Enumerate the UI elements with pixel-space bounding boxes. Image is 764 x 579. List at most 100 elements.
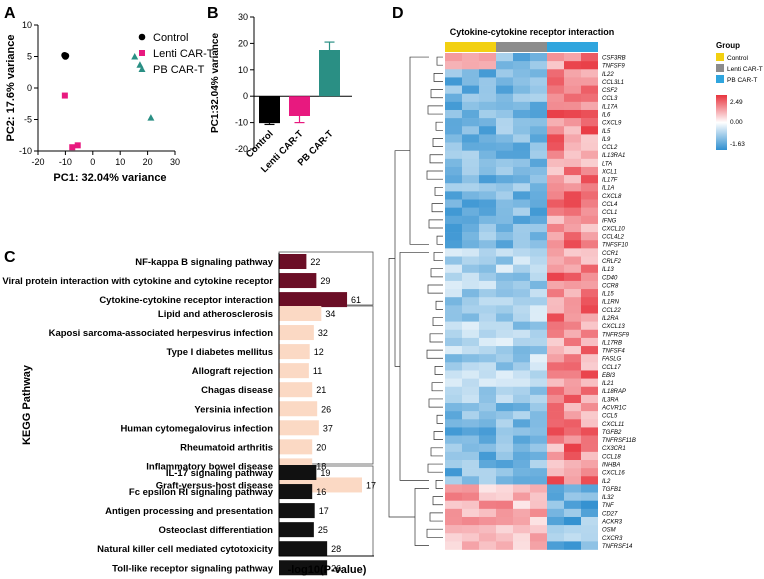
heatmap-cell	[479, 370, 496, 379]
heatmap-cell	[513, 394, 530, 404]
panel-letter-c: C	[4, 249, 16, 266]
heatmap-cell	[479, 232, 496, 241]
heatmap-cell	[530, 69, 547, 78]
kegg-bar	[279, 465, 317, 480]
heatmap-cell	[496, 346, 513, 355]
heatmap-cell	[581, 394, 598, 404]
heatmap-cell	[547, 533, 564, 542]
heatmap-cell	[530, 207, 547, 217]
heatmap-cell	[445, 175, 462, 184]
heatmap-cell	[462, 297, 479, 306]
heatmap-cell	[581, 419, 598, 428]
heatmap-cell	[462, 484, 479, 493]
heatmap-cell	[564, 223, 581, 233]
heatmap-gene-label: CCL17	[602, 365, 621, 371]
heatmap-cell	[530, 53, 547, 62]
kegg-gene-count: 22	[310, 257, 320, 267]
group-legend-label: PB CAR-T	[727, 77, 757, 84]
kegg-pathway-label: Inflammatory bowel disease	[146, 461, 273, 472]
heatmap-cell	[496, 118, 513, 127]
heatmap-cell	[513, 166, 530, 176]
heatmap-cell	[581, 61, 598, 70]
kegg-bar	[279, 484, 313, 500]
heatmap-cell	[462, 109, 479, 119]
heatmap-cell	[462, 394, 479, 404]
pca-x-tick-label: 20	[143, 157, 153, 167]
heatmap-cell	[530, 150, 547, 160]
heatmap-cell	[513, 386, 530, 396]
heatmap-cell	[462, 126, 479, 135]
heatmap-cell	[530, 134, 547, 143]
heatmap-cell	[445, 329, 462, 339]
pca-y-label: PC2: 17.6% variance	[5, 34, 17, 141]
heatmap-cell	[445, 403, 462, 412]
heatmap-cell	[581, 346, 598, 355]
heatmap-cell	[564, 118, 581, 127]
heatmap-cell	[564, 378, 581, 388]
heatmap-cell	[496, 61, 513, 70]
heatmap-cell	[564, 85, 581, 94]
heatmap-cell	[581, 484, 598, 493]
heatmap-cell	[581, 142, 598, 151]
heatmap-gene-label: IFNG	[602, 218, 617, 224]
heatmap-cell	[462, 525, 479, 534]
heatmap-cell	[462, 476, 479, 485]
heatmap-cell	[462, 191, 479, 200]
heatmap-cell	[513, 419, 530, 428]
heatmap-cell	[445, 53, 462, 62]
heatmap-gene-label: CXCL16	[602, 471, 625, 477]
pc1-y-tick-label: 30	[238, 12, 248, 22]
heatmap-cell	[445, 118, 462, 127]
heatmap-cell	[530, 272, 547, 282]
heatmap-cell	[496, 354, 513, 363]
heatmap-cell	[479, 313, 496, 322]
heatmap-cell	[462, 386, 479, 396]
heatmap-cell	[479, 223, 496, 233]
heatmap: Cytokine-cytokine receptor interaction C…	[388, 27, 763, 550]
heatmap-cell	[547, 134, 564, 143]
heatmap-cell	[462, 134, 479, 143]
heatmap-cell	[479, 541, 496, 550]
kegg-gene-count: 37	[323, 423, 333, 433]
panel-letter-d: D	[392, 5, 404, 22]
heatmap-cell	[581, 492, 598, 501]
heatmap-cell	[479, 77, 496, 86]
heatmap-gene-label: IL1RN	[602, 300, 620, 306]
kegg-bar	[279, 522, 314, 538]
heatmap-gene-label: IL2RA	[602, 316, 619, 322]
heatmap-cell	[530, 476, 547, 485]
heatmap-cell	[547, 166, 564, 176]
heatmap-cell	[462, 443, 479, 453]
heatmap-cell	[530, 175, 547, 184]
heatmap-cell	[445, 541, 462, 550]
heatmap-cell	[513, 297, 530, 306]
heatmap-cell	[530, 256, 547, 265]
heatmap-cell	[462, 435, 479, 445]
heatmap-cell	[547, 158, 564, 168]
heatmap-cell	[547, 403, 564, 412]
heatmap-cell	[530, 370, 547, 379]
heatmap-cell	[547, 468, 564, 477]
heatmap-cell	[564, 109, 581, 119]
heatmap-gene-label: CCL4	[602, 202, 618, 208]
dendrogram-branch	[388, 258, 415, 518]
heatmap-cell	[479, 61, 496, 70]
heatmap-cell	[530, 101, 547, 111]
dendrogram-branch	[431, 203, 443, 213]
dendrogram-branch	[433, 73, 443, 82]
heatmap-cell	[530, 166, 547, 176]
heatmap-cell	[445, 272, 462, 282]
heatmap-gene-label: IL18RAP	[602, 389, 626, 395]
heatmap-cell	[479, 346, 496, 355]
heatmap-cell	[547, 256, 564, 265]
heatmap-cell	[564, 240, 581, 249]
kegg-pathway-label: Toll-like receptor signaling pathway	[112, 563, 274, 574]
heatmap-cell	[530, 118, 547, 127]
pc1-y-tick-label: 10	[238, 65, 248, 75]
heatmap-gene-label: EBI3	[602, 373, 616, 379]
heatmap-cell	[496, 256, 513, 265]
dendrogram-branch	[436, 235, 443, 245]
heatmap-cell	[496, 403, 513, 412]
pca-legend: Control Lenti CAR-T PB CAR-T	[138, 32, 214, 76]
